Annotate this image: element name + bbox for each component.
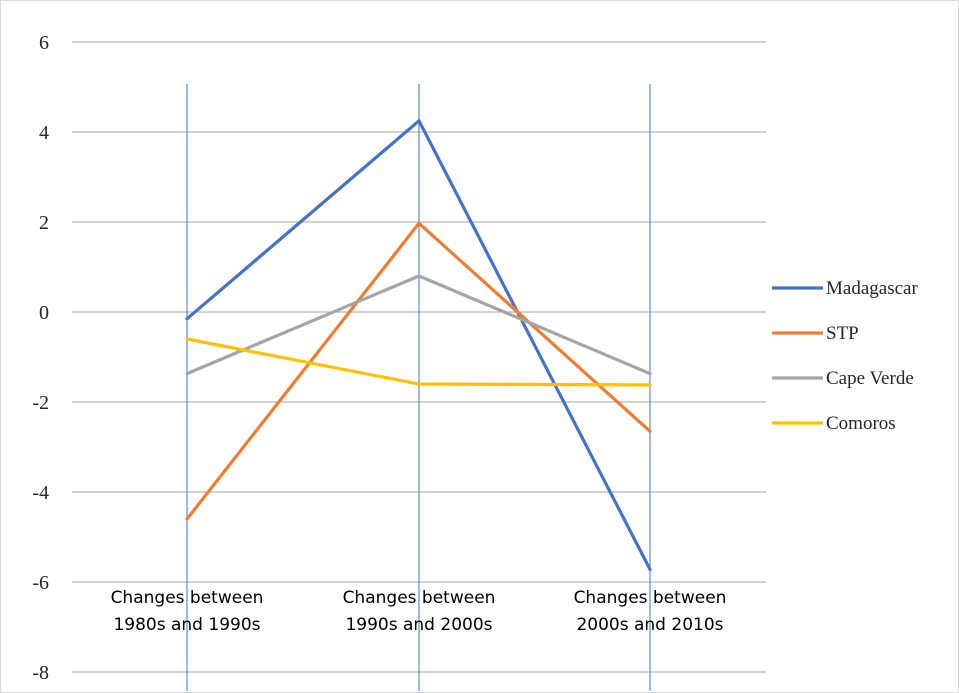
y-tick-label: -6: [32, 572, 49, 594]
x-tick-label: Changes between: [574, 588, 727, 608]
legend-label-comoros: Comoros: [826, 413, 896, 434]
y-tick-label: 2: [39, 212, 49, 234]
series-lines: [185, 119, 652, 572]
x-tick-label: 1990s and 2000s: [345, 615, 492, 635]
legend: Madagascar STP Cape Verde Comoros: [772, 278, 918, 434]
series-line-comoros: [185, 337, 652, 387]
y-axis-tick-labels: 6 4 2 0 -2 -4 -6 -8: [32, 32, 49, 684]
x-tick-label: 2000s and 2010s: [576, 615, 723, 635]
y-tick-label: 6: [39, 32, 49, 54]
legend-label-stp: STP: [826, 323, 859, 344]
x-tick-label: Changes between: [111, 588, 264, 608]
x-tick-label: 1980s and 1990s: [113, 615, 260, 635]
x-tick-label: Changes between: [343, 588, 496, 608]
y-tick-label: 0: [39, 302, 49, 324]
series-line-stp: [185, 221, 652, 521]
legend-label-madagascar: Madagascar: [826, 278, 918, 299]
y-tick-label: -2: [32, 392, 49, 414]
y-tick-label: 4: [39, 122, 49, 144]
series-line-madagascar: [185, 119, 652, 572]
y-tick-label: -8: [32, 662, 49, 684]
y-tick-label: -4: [32, 482, 49, 504]
legend-label-cape-verde: Cape Verde: [826, 368, 914, 389]
category-guide-lines: [186, 84, 651, 691]
x-axis-tick-labels: Changes between 1980s and 1990s Changes be…: [111, 588, 727, 635]
series-line-cape-verde: [185, 274, 652, 376]
